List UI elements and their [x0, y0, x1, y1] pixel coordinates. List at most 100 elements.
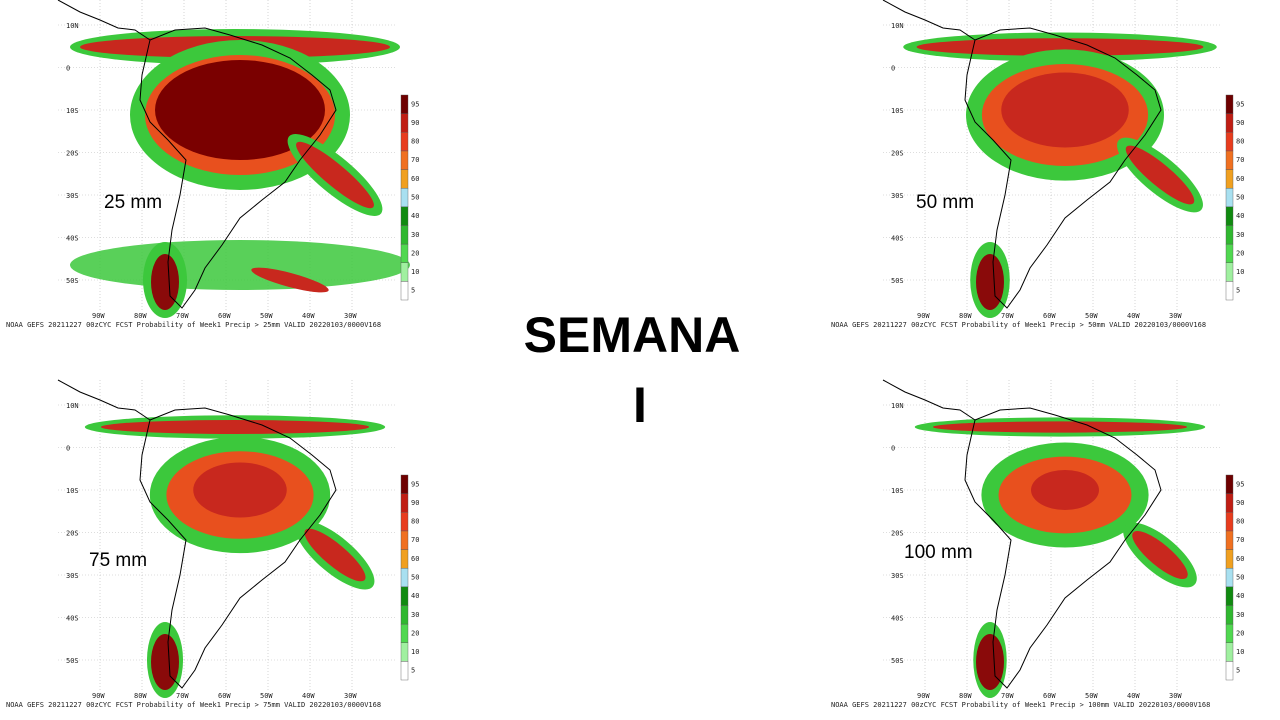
lon-label: 60W [1043, 692, 1056, 700]
lat-label: 30S [891, 572, 904, 580]
lat-label: 50S [891, 657, 904, 665]
colorbar-label: 30 [411, 231, 419, 239]
lon-label: 50W [1085, 692, 1098, 700]
threshold-label: 100 mm [904, 542, 973, 563]
map-panel: 10N 0 10S 20S 30S 40S 50S 90W 80W 70W 60W 50W 40W 30W… [6, 379, 419, 709]
lon-label: 40W [302, 692, 315, 700]
colorbar-cell [1225, 605, 1234, 625]
lon-label: 80W [959, 312, 972, 320]
lon-label: 40W [302, 312, 315, 320]
colorbar-cell [1225, 474, 1234, 494]
coastline [882, 0, 976, 41]
lon-label: 30W [1169, 692, 1182, 700]
colorbar-cell [400, 243, 409, 263]
colorbar-label: 20 [411, 629, 419, 637]
colorbar-cell [400, 642, 409, 662]
lat-label: 10S [66, 487, 79, 495]
coastline [964, 407, 1162, 689]
coastline [139, 407, 337, 689]
itcz-red [916, 38, 1204, 56]
colorbar-label: 70 [1236, 536, 1244, 544]
lat-label: 30S [66, 572, 79, 580]
colorbar-cell [1225, 206, 1234, 226]
amazon-red [1001, 72, 1129, 148]
colorbar-cell [400, 132, 409, 152]
south-green [70, 240, 410, 290]
colorbar-label: 40 [1236, 592, 1244, 600]
colorbar-label: 30 [1236, 231, 1244, 239]
colorbar-label: 70 [411, 536, 419, 544]
colorbar-label: 50 [1236, 574, 1244, 582]
lon-label: 60W [218, 692, 231, 700]
colorbar-cell [400, 530, 409, 550]
colorbar-cell [1225, 567, 1234, 588]
threshold-label: 50 mm [916, 192, 974, 213]
coastline [57, 379, 151, 421]
colorbar-label: 10 [1236, 648, 1244, 656]
colorbar-cell [400, 150, 409, 170]
colorbar-label: 50 [411, 194, 419, 202]
colorbar-label: 80 [1236, 138, 1244, 146]
lon-label: 80W [959, 692, 972, 700]
colorbar-cell [400, 94, 409, 114]
colorbar-label: 10 [1236, 268, 1244, 276]
colorbar-cell [400, 281, 409, 301]
lon-label: 70W [176, 312, 189, 320]
lon-label: 90W [92, 312, 105, 320]
colorbar-label: 20 [1236, 629, 1244, 637]
colorbar-label: 30 [411, 611, 419, 619]
lat-label: 50S [66, 277, 79, 285]
lon-label: 40W [1127, 312, 1140, 320]
colorbar-cell [1225, 549, 1234, 569]
patagonia-red [976, 634, 1004, 690]
colorbar-cell [1225, 262, 1234, 282]
colorbar-cell [1225, 661, 1234, 681]
colorbar-cell [1225, 530, 1234, 550]
threshold-label: 75 mm [89, 550, 147, 571]
lon-label: 90W [917, 692, 930, 700]
lon-label: 90W [92, 692, 105, 700]
colorbar-cell [1225, 150, 1234, 170]
itcz-red [100, 420, 370, 434]
colorbar-cell [1225, 132, 1234, 152]
colorbar-label: 80 [1236, 518, 1244, 526]
colorbar-cell [1225, 493, 1234, 513]
colorbar-cell [1225, 586, 1234, 606]
lat-label: 20S [66, 530, 79, 538]
lat-label: 10N [891, 402, 904, 410]
colorbar-label: 5 [411, 287, 415, 295]
colorbar-label: 90 [1236, 119, 1244, 127]
lat-label: 50S [66, 657, 79, 665]
sacz-red [296, 141, 374, 209]
lon-label: 40W [1127, 692, 1140, 700]
colorbar-label: 40 [411, 592, 419, 600]
colorbar-label: 90 [411, 499, 419, 507]
lat-label: 40S [891, 615, 904, 623]
slide-title: SEMANA [524, 307, 741, 363]
lat-label: 10N [891, 22, 904, 30]
lat-label: 0 [66, 445, 70, 453]
lon-label: 80W [134, 692, 147, 700]
lon-label: 30W [344, 692, 357, 700]
coastline [57, 0, 151, 41]
south-red [251, 267, 329, 293]
lon-label: 30W [1169, 312, 1182, 320]
patagonia-red [151, 254, 179, 310]
colorbar-label: 90 [411, 119, 419, 127]
lon-label: 50W [260, 312, 273, 320]
lat-label: 20S [66, 150, 79, 158]
colorbar-label: 95 [411, 100, 419, 108]
map-caption: NOAA GEFS 20211227 00zCYC FCST Probabili… [6, 321, 381, 329]
colorbar-cell [400, 512, 409, 532]
colorbar-label: 70 [411, 156, 419, 164]
colorbar-cell [400, 169, 409, 189]
colorbar-label: 95 [411, 480, 419, 488]
colorbar-label: 80 [411, 518, 419, 526]
coastline [882, 379, 976, 421]
lat-label: 10S [66, 107, 79, 115]
colorbar-cell [400, 605, 409, 625]
coastline [964, 27, 1162, 309]
lon-label: 70W [1001, 312, 1014, 320]
